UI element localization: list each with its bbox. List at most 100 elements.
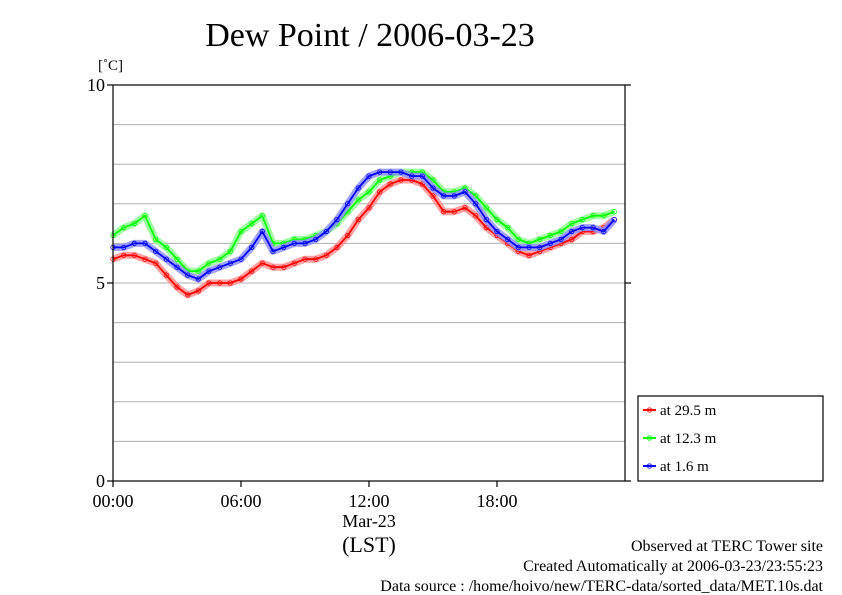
x-tick-label: 18:00: [476, 491, 517, 511]
data-point: [345, 201, 351, 207]
y-tick-label: 0: [96, 471, 105, 491]
data-point: [291, 260, 297, 266]
data-point: [441, 209, 447, 215]
data-point: [238, 228, 244, 235]
data-point: [430, 193, 436, 199]
data-point: [249, 221, 255, 227]
data-point: [483, 205, 489, 211]
series-band: [113, 168, 617, 283]
data-point: [355, 185, 361, 191]
data-point: [515, 236, 521, 242]
data-point: [313, 256, 319, 262]
data-point: [153, 236, 159, 242]
data-point: [217, 256, 223, 262]
data-point: [281, 264, 287, 270]
data-point: [302, 240, 308, 246]
data-point: [377, 169, 383, 175]
data-point: [387, 181, 393, 187]
footer-observed-site: Observed at TERC Tower site: [631, 538, 823, 555]
data-point: [398, 169, 404, 175]
data-point: [377, 177, 383, 183]
data-point: [195, 268, 201, 274]
data-point: [334, 217, 340, 223]
data-point: [441, 193, 447, 199]
data-point: [537, 236, 543, 242]
data-point: [217, 280, 223, 286]
data-point: [206, 260, 212, 266]
data-point: [569, 236, 575, 242]
data-point: [291, 240, 297, 246]
x-tick-label: 12:00: [348, 491, 389, 511]
x-date-label: Mar-23: [342, 511, 396, 531]
data-point: [270, 248, 276, 254]
data-point: [558, 236, 564, 242]
data-point: [558, 228, 564, 235]
legend-label: at 12.3 m: [660, 431, 717, 447]
data-point: [462, 205, 468, 211]
axis-ticks: 0 5 10 00:00 06:00 12:00 18:00: [87, 75, 631, 511]
data-point: [174, 256, 180, 262]
data-point: [611, 209, 617, 215]
data-point: [579, 217, 585, 223]
y-tick-label: 5: [96, 273, 105, 293]
data-point: [142, 256, 148, 262]
y-tick-label: 10: [87, 75, 105, 95]
data-point: [601, 213, 607, 219]
data-point: [579, 225, 585, 231]
data-point: [281, 244, 287, 250]
data-point: [526, 244, 532, 250]
data-point: [473, 193, 479, 199]
data-point: [601, 228, 607, 235]
data-point: [185, 272, 191, 278]
data-point: [227, 248, 233, 254]
data-point: [526, 252, 532, 258]
data-point: [313, 236, 319, 242]
data-point: [249, 244, 255, 250]
data-point: [505, 225, 511, 231]
data-point: [121, 252, 127, 258]
data-point: [590, 225, 596, 231]
series-line: [113, 171, 615, 280]
legend-box: [637, 395, 824, 482]
data-point: [483, 225, 489, 231]
data-point: [590, 213, 596, 219]
data-point: [547, 240, 553, 246]
data-point: [537, 244, 543, 250]
data-point: [494, 217, 500, 223]
data-point: [195, 276, 201, 282]
data-point: [355, 217, 361, 223]
data-point: [366, 189, 372, 195]
data-point: [217, 264, 223, 270]
data-point: [366, 205, 372, 211]
data-point: [409, 173, 415, 179]
data-point: [249, 268, 255, 274]
data-point: [206, 280, 212, 286]
y-axis-unit-label: [˚C]: [98, 58, 123, 74]
data-point: [345, 232, 351, 239]
data-point: [473, 213, 479, 219]
x-axis-label: (LST): [342, 532, 396, 557]
legend-label: at 1.6 m: [660, 459, 709, 475]
data-point: [451, 193, 457, 199]
footer-data-source: Data source : /home/hoivo/new/TERC-data/…: [380, 578, 823, 595]
data-point: [131, 252, 137, 258]
data-point: [569, 228, 575, 235]
data-point: [419, 173, 425, 179]
data-point: [227, 260, 233, 266]
legend-marker: [646, 463, 653, 469]
data-point: [483, 217, 489, 223]
data-point: [259, 228, 265, 235]
legend-marker: [646, 435, 653, 441]
x-tick-label: 06:00: [220, 491, 261, 511]
data-point: [259, 260, 265, 266]
data-point: [366, 173, 372, 179]
data-point: [355, 197, 361, 203]
data-point: [494, 228, 500, 235]
data-point: [398, 177, 404, 183]
data-point: [569, 221, 575, 227]
data-point: [611, 217, 617, 223]
data-point: [121, 225, 127, 231]
data-point: [131, 221, 137, 227]
data-point: [430, 177, 436, 183]
